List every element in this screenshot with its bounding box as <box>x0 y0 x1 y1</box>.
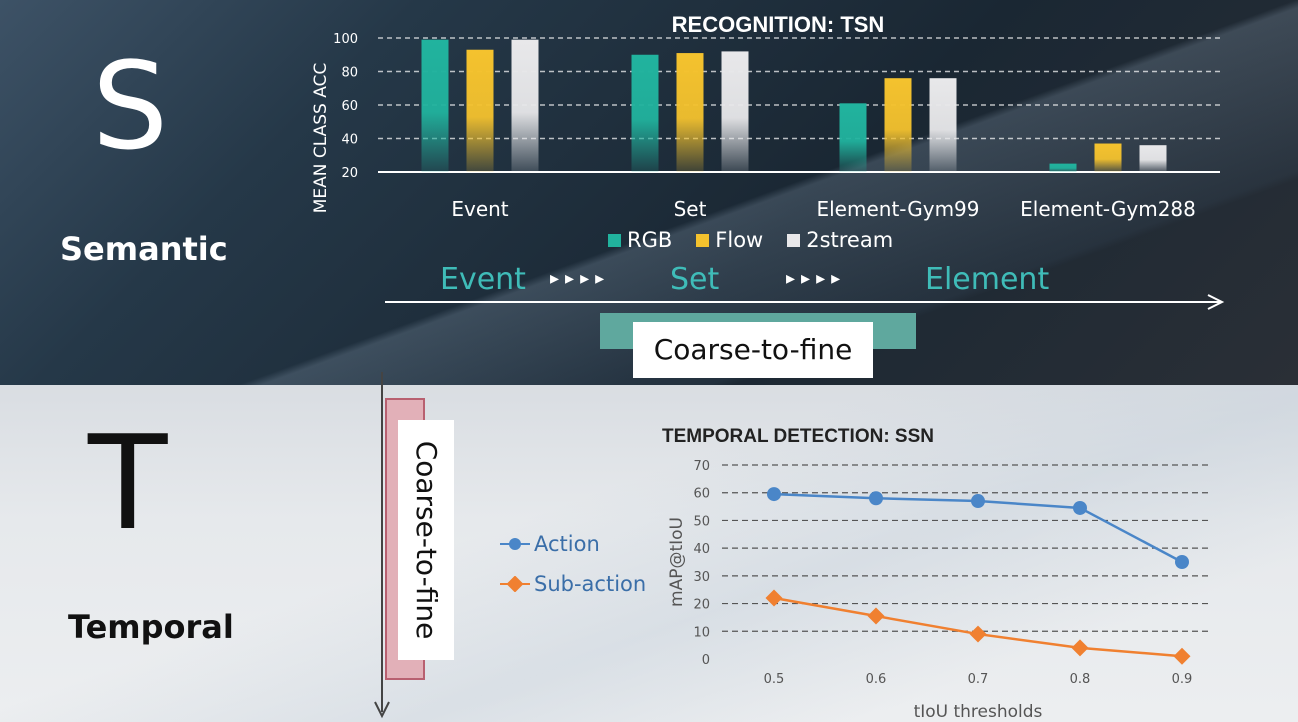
point-action <box>971 494 985 509</box>
y-tick-label: 10 <box>693 625 710 640</box>
bar-2stream-element-gym288 <box>1139 145 1167 172</box>
bar-flow-element-gym288 <box>1094 143 1122 172</box>
x-axis-label: tIoU thresholds <box>914 702 1043 722</box>
category-label: Element-Gym99 <box>816 197 979 221</box>
point-subaction <box>867 607 885 625</box>
bar-legend: RGB Flow 2stream <box>608 228 893 252</box>
legend-rgb: RGB <box>627 228 673 252</box>
legend-subaction: Sub-action <box>534 572 647 596</box>
temporal-line-chart: TEMPORAL DETECTION: SSN mAP@tIoU tIoU th… <box>662 426 1210 722</box>
category-label: Event <box>451 197 508 221</box>
x-tick-label: 0.9 <box>1172 672 1193 687</box>
subaction-legend-marker <box>500 576 530 592</box>
semantic-label: Semantic <box>60 230 228 268</box>
flow-element: Element <box>925 262 1050 297</box>
coarse-to-fine-label: Coarse-to-fine <box>633 322 873 378</box>
y-tick-label: 20 <box>693 598 710 613</box>
x-tick-label: 0.6 <box>866 672 887 687</box>
x-tick-label: 0.5 <box>764 672 785 687</box>
bar-flow-event <box>466 49 494 172</box>
y-axis-label: MEAN CLASS ACC <box>311 63 331 214</box>
point-subaction <box>969 625 987 643</box>
temporal-panel <box>0 385 1298 722</box>
point-action <box>1175 555 1189 569</box>
vertical-arrow <box>374 372 390 719</box>
point-subaction <box>1173 647 1191 665</box>
y-tick-label: 70 <box>693 459 710 474</box>
bar-flow-set <box>676 53 704 173</box>
y-tick-label: 80 <box>341 66 358 81</box>
x-tick-label: 0.7 <box>968 672 989 687</box>
y-tick-label: 100 <box>333 32 358 47</box>
bar-flow-element-gym99 <box>884 78 912 172</box>
legend-action: Action <box>534 532 600 556</box>
bar-2stream-set <box>721 51 749 172</box>
flow-swatch <box>696 233 710 247</box>
bar-rgb-set <box>631 54 659 172</box>
y-axis-label: mAP@tIoU <box>667 517 687 607</box>
bar-2stream-event <box>511 39 539 172</box>
y-tick-label: 40 <box>693 542 710 557</box>
flow-arrows-2: ▸▸▸▸ <box>786 268 847 288</box>
category-label: Element-Gym288 <box>1020 197 1196 221</box>
point-action <box>767 487 781 502</box>
point-action <box>869 491 883 506</box>
y-tick-label: 0 <box>702 653 710 668</box>
y-tick-label: 60 <box>693 487 710 502</box>
coarse-to-fine-vertical-box: Coarse-to-fine <box>398 420 454 660</box>
twostream-swatch <box>787 233 801 247</box>
chart-title: RECOGNITION: TSN <box>672 12 885 37</box>
rgb-swatch <box>608 233 621 247</box>
flow-set: Set <box>670 262 720 297</box>
bar-rgb-event <box>421 39 449 172</box>
horizontal-arrow <box>385 294 1225 310</box>
flow-arrows-1: ▸▸▸▸ <box>550 268 611 288</box>
bar-rgb-element-gym99 <box>839 103 867 172</box>
legend-action-item: Action <box>500 532 646 556</box>
point-action <box>1073 500 1087 515</box>
recognition-bar-chart: RECOGNITION: TSN MEAN CLASS ACC 20 40 60 80… <box>311 12 1220 221</box>
flow-event: Event <box>440 262 526 297</box>
temporal-letter: T <box>88 407 168 559</box>
point-subaction <box>765 589 783 607</box>
line-legend: Action Sub-action <box>500 532 646 596</box>
legend-2stream: 2stream <box>806 228 894 252</box>
legend-flow: Flow <box>715 228 764 252</box>
y-tick-label: 20 <box>341 166 358 181</box>
y-tick-label: 60 <box>341 99 358 114</box>
coarse-to-fine-vertical-label: Coarse-to-fine <box>410 440 443 640</box>
y-tick-label: 40 <box>341 133 358 148</box>
bar-rgb-element-gym288 <box>1049 163 1077 172</box>
point-subaction <box>1071 639 1089 657</box>
action-legend-marker <box>500 538 530 550</box>
category-label: Set <box>674 197 707 221</box>
x-tick-label: 0.8 <box>1070 672 1091 687</box>
y-tick-label: 30 <box>693 570 710 585</box>
semantic-letter: S <box>92 38 169 177</box>
temporal-label: Temporal <box>68 608 234 646</box>
legend-subaction-item: Sub-action <box>500 572 646 596</box>
chart-title: TEMPORAL DETECTION: SSN <box>662 426 934 447</box>
bar-2stream-element-gym99 <box>929 78 957 172</box>
y-tick-label: 50 <box>693 514 710 529</box>
